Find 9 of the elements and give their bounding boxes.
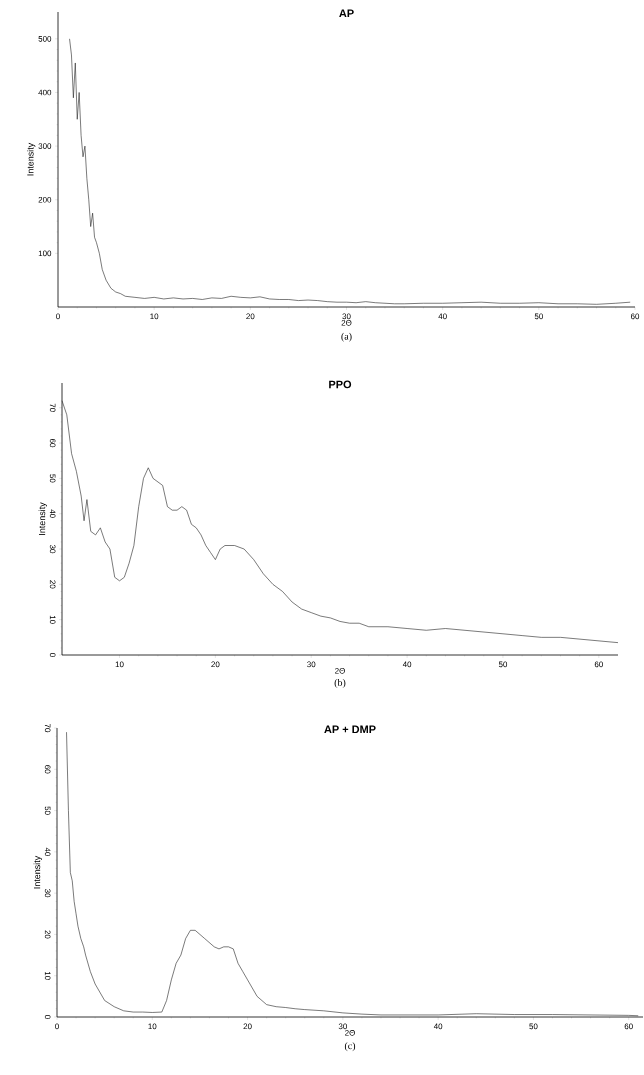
text: (a) bbox=[341, 332, 352, 342]
text: (c) bbox=[344, 1042, 356, 1052]
y-axis-title: Intensity bbox=[38, 502, 47, 535]
y-axis-title: Intensity bbox=[33, 855, 42, 889]
y-axis-title: Intensity bbox=[26, 142, 36, 176]
chart-title: AP bbox=[339, 9, 354, 18]
chart-title: AP + DMP bbox=[324, 725, 376, 734]
chart-title: PPO bbox=[329, 380, 352, 389]
text: (b) bbox=[334, 678, 346, 688]
